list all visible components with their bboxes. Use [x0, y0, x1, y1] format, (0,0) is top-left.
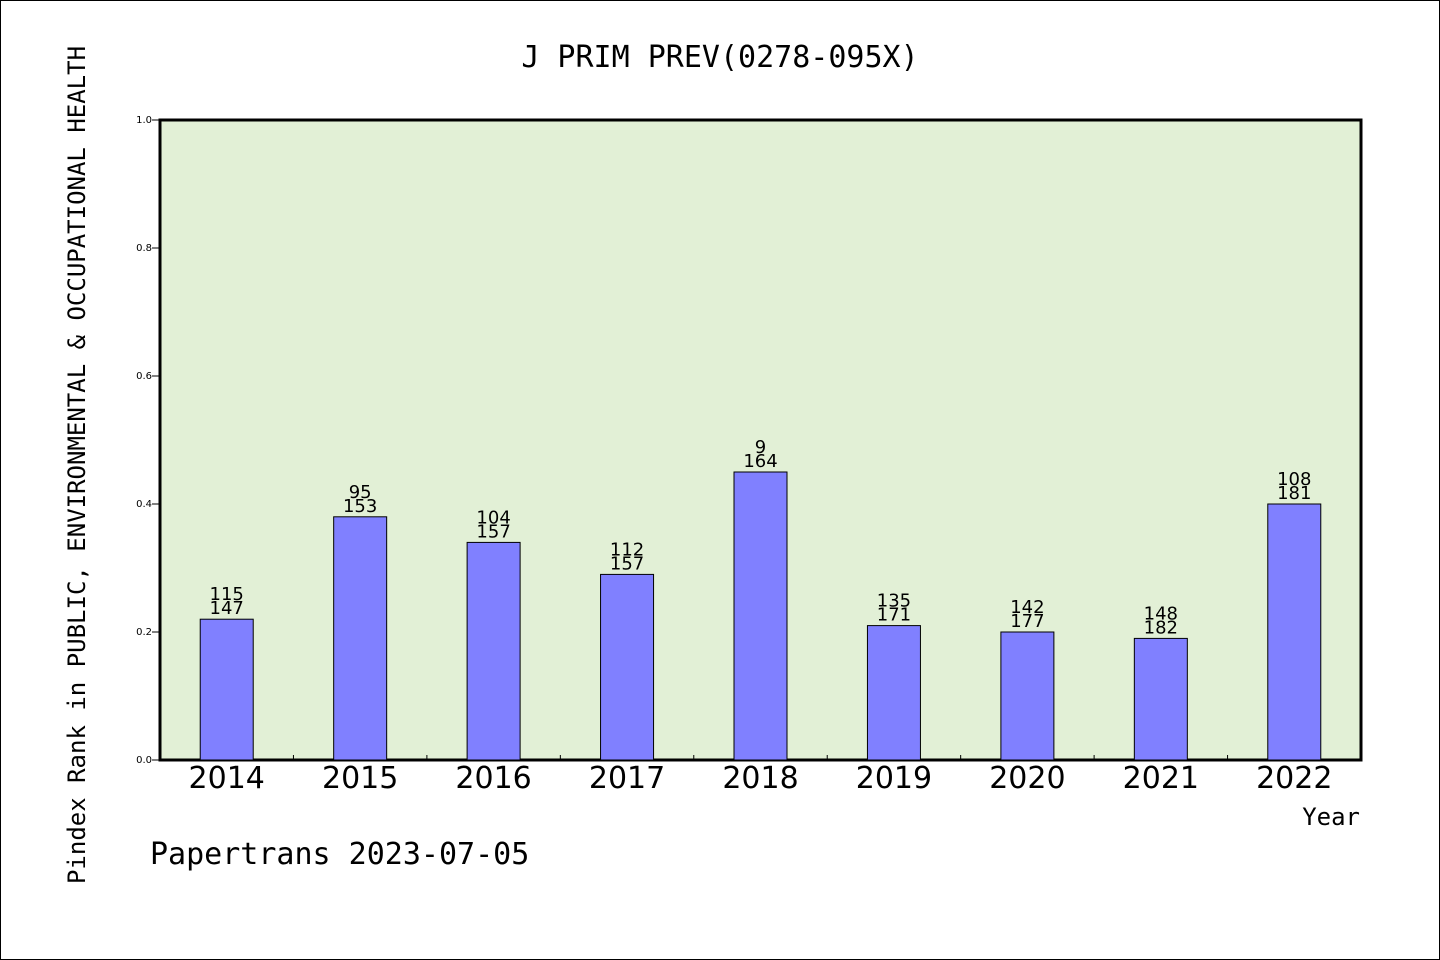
bar-2015 [333, 516, 388, 761]
bar-rank-label: 112 [610, 539, 644, 560]
y-tick-label: 1.0 [136, 115, 152, 126]
y-tick-label: 0.0 [136, 755, 152, 766]
chart-title: J PRIM PREV(0278-095X) [521, 40, 918, 75]
y-tick-label: 0.2 [136, 627, 152, 638]
bar-total-label: 157 [610, 553, 644, 574]
footer-credit: Papertrans 2023-07-05 [150, 837, 529, 872]
x-tick-label: 2018 [722, 761, 798, 796]
x-tick-label: 2017 [589, 761, 665, 796]
y-tick-label: 0.6 [136, 371, 152, 382]
x-axis: 2014 2015 2016 2017 2018 2019 2020 2021 2022 [189, 755, 1332, 796]
bar-total-label: 147 [210, 598, 244, 619]
x-tick-label: 2020 [989, 761, 1065, 796]
bar-rank-label: 115 [210, 584, 244, 605]
bar-rank-label: 108 [1277, 469, 1311, 490]
bar-2021 [1133, 637, 1188, 761]
bar-total-label: 182 [1144, 617, 1178, 638]
x-tick-label: 2016 [455, 761, 531, 796]
bar-total-label: 177 [1010, 611, 1044, 632]
bar-total-label: 164 [743, 451, 777, 472]
y-axis: 0.0 0.2 0.4 0.6 0.8 1.0 [136, 115, 160, 766]
bar-rank-label: 142 [1010, 597, 1044, 618]
bar-2014 [199, 618, 254, 761]
y-axis-label: Pindex Rank in PUBLIC, ENVIRONMENTAL & O… [63, 46, 91, 884]
bar-2019 [866, 625, 921, 761]
x-tick-label: 2021 [1123, 761, 1199, 796]
bar-2022 [1267, 503, 1322, 761]
bar-rank-label: 135 [877, 591, 911, 612]
bar-total-label: 181 [1277, 483, 1311, 504]
x-tick-label: 2019 [856, 761, 932, 796]
x-tick-label: 2014 [189, 761, 265, 796]
x-axis-label: Year [1302, 803, 1360, 831]
bar-rank-label: 148 [1144, 603, 1178, 624]
bar-total-label: 171 [877, 605, 911, 626]
bar-2016 [466, 541, 521, 761]
bar-rank-label: 9 [755, 437, 766, 458]
bar-total-label: 153 [343, 496, 377, 517]
bar-2020 [1000, 631, 1055, 761]
bar-2018 [733, 471, 788, 761]
bar-total-label: 157 [476, 521, 510, 542]
y-tick-label: 0.4 [136, 499, 152, 510]
x-tick-label: 2022 [1256, 761, 1332, 796]
bar-rank-label: 95 [349, 482, 372, 503]
x-tick-label: 2015 [322, 761, 398, 796]
y-tick-label: 0.8 [136, 243, 152, 254]
bar-rank-label: 104 [476, 507, 510, 528]
bar-2017 [600, 573, 655, 761]
